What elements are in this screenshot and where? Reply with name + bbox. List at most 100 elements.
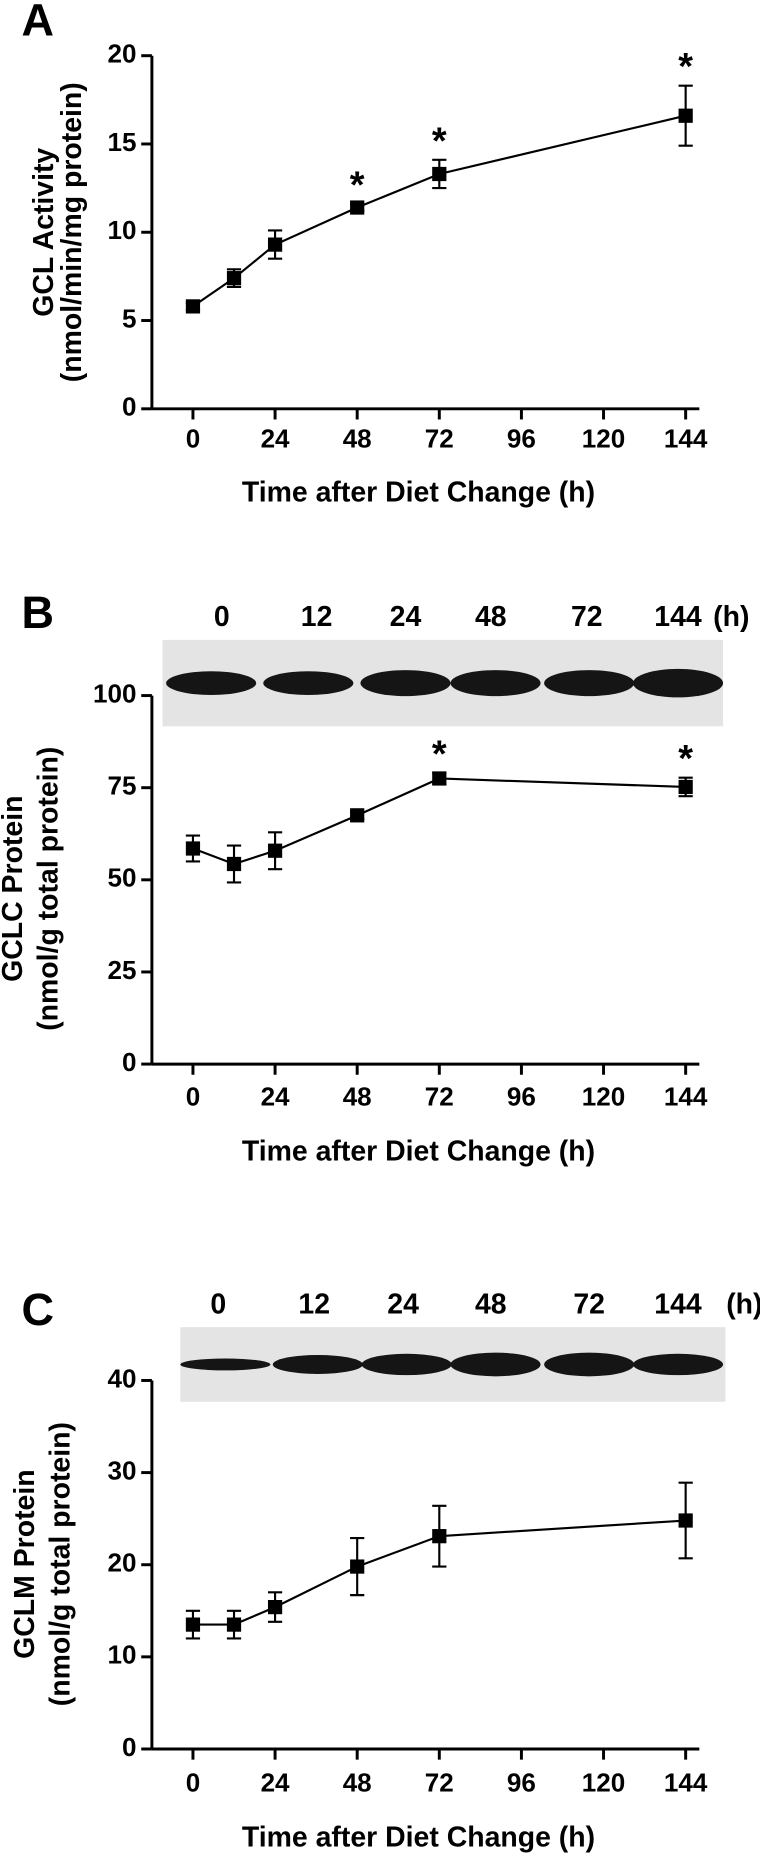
y-tick-label: 30 <box>108 1455 137 1485</box>
data-point <box>432 771 447 786</box>
y-tick-label: 0 <box>122 392 137 422</box>
x-tick-label: 24 <box>261 1767 290 1797</box>
x-tick-label: 72 <box>425 1767 454 1797</box>
y-axis-title: GCLM Protein <box>9 1469 41 1658</box>
lane-label: 144 <box>654 1288 702 1320</box>
lane-label: 72 <box>573 1288 605 1320</box>
blot-band <box>360 670 451 697</box>
y-axis-title: (nmol/g total protein) <box>33 747 65 1031</box>
data-point <box>678 779 693 795</box>
x-tick-label: 144 <box>664 1081 708 1111</box>
significance-star: * <box>350 164 365 206</box>
lane-label: 48 <box>475 1288 507 1320</box>
x-tick-label: 72 <box>425 424 454 454</box>
data-point <box>185 299 201 314</box>
lane-label: 12 <box>298 1288 330 1320</box>
x-tick-label: 96 <box>507 1767 536 1797</box>
blot-band <box>544 670 635 697</box>
y-tick-label: 15 <box>108 127 137 157</box>
x-tick-label: 48 <box>343 1767 372 1797</box>
y-tick-label: 50 <box>108 863 137 893</box>
x-tick-label: 96 <box>507 424 536 454</box>
x-tick-label: 48 <box>343 1081 372 1111</box>
x-tick-label: 96 <box>507 1081 536 1111</box>
data-point <box>432 1529 447 1544</box>
lane-label: 0 <box>210 1288 226 1320</box>
lane-label: 0 <box>214 601 230 633</box>
data-point <box>267 843 283 858</box>
x-tick-label: 24 <box>261 424 290 454</box>
y-tick-label: 100 <box>93 678 136 708</box>
x-tick-label: 120 <box>582 424 625 454</box>
y-tick-label: 0 <box>122 1047 137 1077</box>
lane-label: 72 <box>571 601 603 633</box>
data-point <box>185 1617 201 1632</box>
x-tick-label: 144 <box>664 1767 708 1797</box>
y-axis-title: GCL Activity <box>28 148 60 317</box>
x-tick-label: 24 <box>261 1081 290 1111</box>
blot-band <box>166 671 257 695</box>
data-point <box>350 200 365 215</box>
y-tick-label: 75 <box>108 771 137 801</box>
lane-label: 24 <box>390 601 422 633</box>
significance-star: * <box>678 46 693 88</box>
lane-label: (h) <box>713 601 749 633</box>
x-tick-label: 48 <box>343 424 372 454</box>
data-point <box>267 237 283 252</box>
lane-label: (h) <box>726 1288 760 1320</box>
x-tick-label: 120 <box>582 1081 625 1111</box>
data-point <box>678 1513 693 1528</box>
significance-star: * <box>432 733 447 775</box>
x-tick-label: 0 <box>186 424 201 454</box>
x-tick-label: 0 <box>186 1767 201 1797</box>
x-tick-label: 120 <box>582 1767 625 1797</box>
chart-panel: 0 12 24 48 72 144 (h) 0 25 50 75 100 0 24 48 72 96 120 144… <box>0 587 749 1167</box>
x-tick-label: 0 <box>186 1081 201 1111</box>
y-tick-label: 25 <box>108 955 137 985</box>
data-point <box>432 166 447 182</box>
blot-band <box>544 1352 635 1377</box>
y-tick-label: 10 <box>108 215 137 245</box>
data-point <box>678 108 693 123</box>
lane-label: 24 <box>387 1288 419 1320</box>
x-axis-title: Time after Diet Change (h) <box>242 1822 595 1854</box>
lane-label: 48 <box>475 601 507 633</box>
y-tick-label: 20 <box>108 1548 137 1578</box>
data-point <box>226 1617 242 1632</box>
significance-star: * <box>678 738 693 780</box>
data-point <box>185 841 201 856</box>
y-axis-title: (nmol/min/mg protein) <box>56 82 88 382</box>
data-line <box>192 777 686 866</box>
lane-label: 12 <box>301 601 333 633</box>
panel-label: B <box>22 587 55 638</box>
panel-label: C <box>22 1284 55 1335</box>
data-point <box>226 856 242 872</box>
data-point <box>350 808 365 823</box>
y-tick-label: 10 <box>108 1640 137 1670</box>
blot-band <box>263 671 354 695</box>
y-axis-title: GCLC Protein <box>0 796 29 982</box>
data-point <box>267 1599 283 1615</box>
blot-band <box>450 670 541 697</box>
data-point <box>350 1559 365 1574</box>
y-tick-label: 5 <box>122 303 137 333</box>
blot-band <box>632 668 724 698</box>
chart-panel: 0 12 24 48 72 144 (h) 0 10 20 30 40 0 24 48 72 96 120 144 C… <box>9 1284 760 1854</box>
chart-panel: 0 5 10 15 20 0 24 48 72 96 120 144 A Time after Diet … <box>22 0 708 509</box>
blot-band <box>361 1353 452 1376</box>
y-tick-label: 40 <box>108 1363 137 1393</box>
blot-band <box>450 1352 541 1377</box>
data-point <box>226 271 242 286</box>
blot-band <box>632 1353 724 1376</box>
x-tick-label: 72 <box>425 1081 454 1111</box>
lane-label: 144 <box>654 601 702 633</box>
y-tick-label: 0 <box>122 1732 137 1762</box>
blot-band <box>272 1354 363 1374</box>
x-axis-title: Time after Diet Change (h) <box>242 477 595 509</box>
panel-label: A <box>22 0 55 46</box>
blot-band <box>180 1358 271 1371</box>
y-tick-label: 20 <box>108 39 137 69</box>
x-axis-title: Time after Diet Change (h) <box>242 1135 595 1167</box>
y-axis-title: (nmol/g total protein) <box>44 1422 76 1706</box>
